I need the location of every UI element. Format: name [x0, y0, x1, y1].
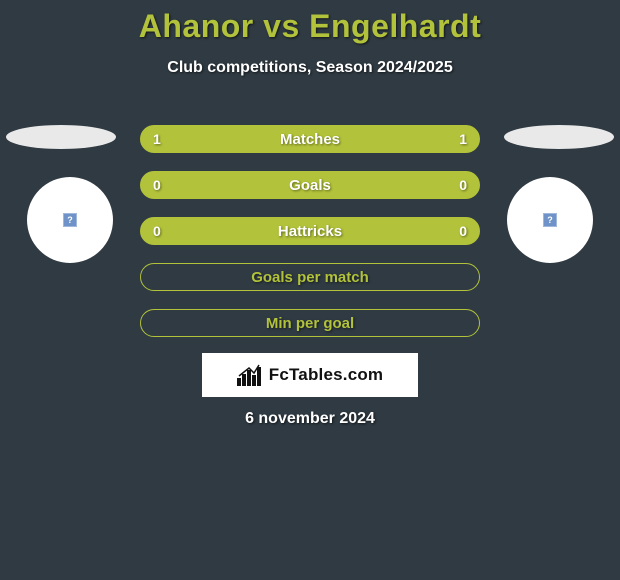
stat-row-goals-per-match: Goals per match [140, 263, 480, 291]
footer-date: 6 november 2024 [0, 410, 620, 428]
page-title: Ahanor vs Engelhardt [0, 0, 620, 45]
stat-left-value: 0 [153, 177, 161, 193]
branding-box: FcTables.com [202, 353, 418, 397]
stat-label: Hattricks [141, 223, 479, 240]
stat-row-matches: 1 Matches 1 [140, 125, 480, 153]
stat-label: Goals [141, 177, 479, 194]
page-subtitle: Club competitions, Season 2024/2025 [0, 59, 620, 77]
stat-left-value: 1 [153, 131, 161, 147]
stats-rows: 1 Matches 1 0 Goals 0 0 Hattricks 0 Goal… [140, 125, 480, 355]
avatar-placeholder-glyph: ? [67, 216, 73, 225]
shadow-ellipse-right [504, 125, 614, 149]
branding-text: FcTables.com [269, 365, 384, 385]
stat-left-value: 0 [153, 223, 161, 239]
stat-row-hattricks: 0 Hattricks 0 [140, 217, 480, 245]
avatar-placeholder-icon: ? [543, 213, 557, 227]
stat-label: Matches [141, 131, 479, 148]
comparison-infographic: Ahanor vs Engelhardt Club competitions, … [0, 0, 620, 580]
avatar-placeholder-icon: ? [63, 213, 77, 227]
stat-row-goals: 0 Goals 0 [140, 171, 480, 199]
stat-right-value: 1 [459, 131, 467, 147]
player-avatar-left: ? [27, 177, 113, 263]
bar-chart-icon [237, 364, 263, 386]
stat-row-min-per-goal: Min per goal [140, 309, 480, 337]
stat-label: Goals per match [141, 269, 479, 286]
stat-label: Min per goal [141, 315, 479, 332]
stat-right-value: 0 [459, 223, 467, 239]
stat-right-value: 0 [459, 177, 467, 193]
avatar-placeholder-glyph: ? [547, 216, 553, 225]
shadow-ellipse-left [6, 125, 116, 149]
player-avatar-right: ? [507, 177, 593, 263]
